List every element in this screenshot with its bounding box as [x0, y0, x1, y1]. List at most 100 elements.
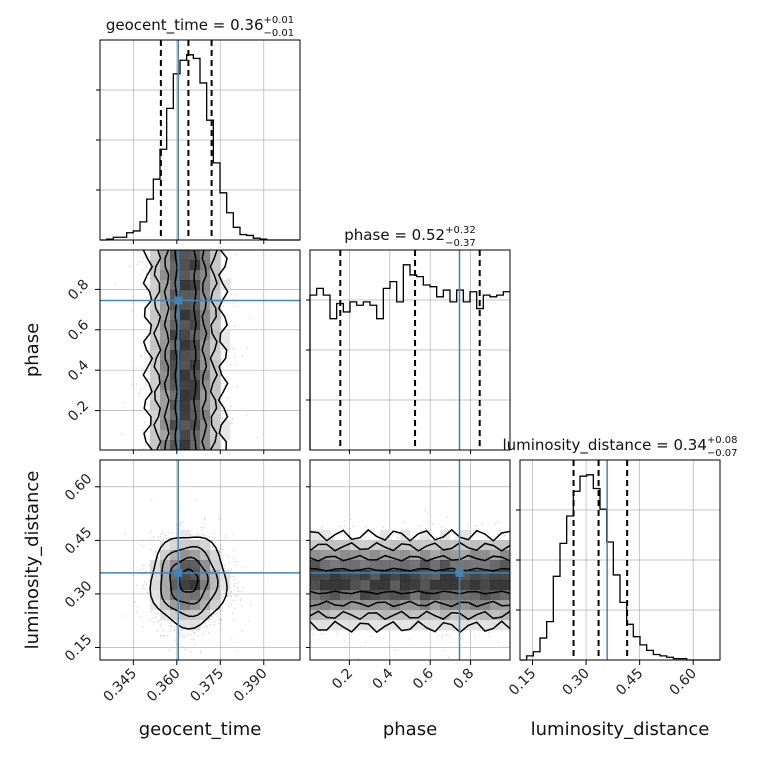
density-cell	[150, 320, 161, 331]
density-cell	[360, 580, 371, 591]
density-cell	[200, 560, 211, 571]
contour-line	[169, 556, 209, 605]
density-cell	[190, 620, 201, 631]
density-cell	[320, 610, 331, 621]
density-cell	[340, 550, 351, 561]
density-cell	[340, 620, 351, 631]
density-cell	[420, 580, 431, 591]
density-cell	[160, 400, 171, 411]
density-cell	[200, 340, 211, 351]
density-cell	[190, 300, 201, 311]
density-panel-geocent-time-vs-luminosity-distance	[100, 460, 300, 660]
density-cell	[360, 570, 371, 581]
density-cell	[400, 620, 411, 631]
density-cell	[200, 350, 211, 361]
density-cell	[200, 570, 211, 581]
density-cell	[200, 550, 211, 561]
density-cell	[440, 590, 451, 601]
density-cell	[390, 620, 401, 631]
density-cell	[210, 340, 221, 351]
density-cell	[490, 610, 501, 621]
density-cell	[190, 560, 201, 571]
density-cell	[200, 540, 211, 551]
density-cell	[470, 570, 481, 581]
histogram-step-geocent-time	[100, 54, 300, 241]
density-cell	[200, 410, 211, 421]
density-cell	[220, 580, 231, 591]
density-cell	[200, 370, 211, 381]
density-cell	[350, 550, 361, 561]
density-cell	[460, 620, 471, 631]
density-cell	[460, 590, 471, 601]
histogram-title-phase: phase = 0.52+0.32	[344, 225, 475, 244]
density-cell	[340, 610, 351, 621]
density-cell	[460, 560, 471, 571]
histogram-title-luminosity-distance: luminosity_distance = 0.34+0.08	[502, 435, 737, 455]
density-cell	[180, 590, 191, 601]
histogram-panel-luminosity-distance: luminosity_distance = 0.34+0.08	[502, 435, 738, 661]
density-cell	[190, 540, 201, 551]
density-cell	[370, 620, 381, 631]
density-cell	[220, 330, 231, 341]
density-cell	[200, 430, 211, 441]
density-cell	[210, 370, 221, 381]
density-cell	[160, 370, 171, 381]
density-cell	[310, 610, 321, 621]
y-tick-label: 0.2	[65, 398, 92, 425]
histogram-step-luminosity-distance	[520, 474, 720, 661]
density-cell	[330, 550, 341, 561]
density-content	[100, 250, 300, 450]
density-cell	[470, 620, 481, 631]
density-cell	[200, 380, 211, 391]
density-cell	[160, 600, 171, 611]
density-cell	[370, 610, 381, 621]
density-cell	[180, 440, 191, 450]
density-cell	[410, 610, 421, 621]
density-cell	[160, 340, 171, 351]
density-cell	[170, 420, 181, 431]
x-tick-label: 0.2	[329, 666, 356, 693]
y-tick-label: 0.30	[62, 578, 95, 611]
density-cell	[320, 550, 331, 561]
density-cell	[390, 540, 401, 551]
density-cell	[470, 590, 481, 601]
density-cell	[150, 570, 161, 581]
density-cell	[500, 570, 510, 581]
density-cell	[380, 610, 391, 621]
density-cell	[440, 550, 451, 561]
density-cell	[180, 600, 191, 611]
density-cell	[400, 600, 411, 611]
density-cell	[160, 430, 171, 441]
density-cell	[380, 590, 391, 601]
density-cell	[200, 580, 211, 591]
density-cell	[180, 380, 191, 391]
density-cell	[400, 580, 411, 591]
density-cell	[440, 580, 451, 591]
density-cell	[460, 530, 471, 541]
density-cell	[490, 540, 501, 551]
density-cell	[150, 280, 161, 291]
density-cell	[440, 570, 451, 581]
density-panel-geocent-time-vs-phase	[100, 250, 300, 450]
density-cell	[180, 340, 191, 351]
density-cell	[170, 550, 181, 561]
density-cell	[390, 560, 401, 571]
density-cell	[220, 280, 231, 291]
density-cell	[350, 610, 361, 621]
density-cell	[160, 280, 171, 291]
density-cell	[320, 530, 331, 541]
density-cell	[200, 610, 211, 621]
density-cell	[160, 550, 171, 561]
density-cell	[180, 370, 191, 381]
density-frame	[309, 459, 511, 661]
density-cell	[210, 570, 221, 581]
density-cell	[350, 570, 361, 581]
density-cell	[180, 420, 191, 431]
density-cell	[320, 620, 331, 631]
density-cell	[180, 620, 191, 631]
density-cell	[350, 580, 361, 591]
density-cell	[350, 590, 361, 601]
density-cell	[470, 550, 481, 561]
histogram-panel-geocent-time: geocent_time = 0.36+0.01	[96, 15, 300, 241]
density-cell	[160, 590, 171, 601]
